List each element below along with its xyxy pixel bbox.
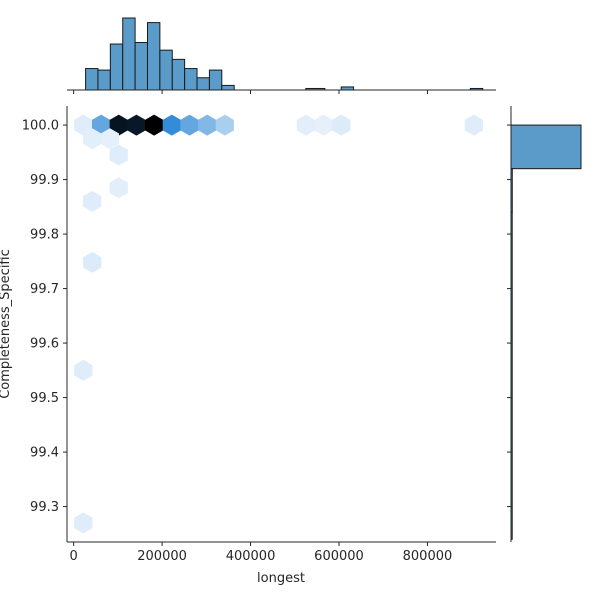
hexbin-0 <box>74 114 93 136</box>
x-axis-label: longest <box>257 571 305 586</box>
hexbin-layer <box>74 114 483 534</box>
x-tick-label-4: 600000 <box>314 549 364 564</box>
y-tick-label-2: 99.8 <box>30 228 59 243</box>
hexbin-10 <box>314 114 333 136</box>
y-axis-label: Completeness_Specific <box>0 249 13 399</box>
y-tick-label-4: 99.6 <box>30 337 59 352</box>
x-hist-bar-2 <box>109 43 124 91</box>
hexbin-15 <box>109 144 128 166</box>
hexbin-17 <box>83 190 102 212</box>
x-tick-label-3: 800000 <box>403 549 453 564</box>
x-tick-label-1: 200000 <box>137 549 187 564</box>
y-tick-label-0: 100.0 <box>22 119 59 134</box>
x-hist-bar-7 <box>171 58 186 91</box>
x-hist-bar-1 <box>97 69 111 91</box>
x-hist-bar-11 <box>221 84 235 91</box>
x-tick-label-2: 400000 <box>226 549 276 564</box>
hexbin-3 <box>127 114 146 136</box>
hexbin-4 <box>145 114 164 136</box>
main-axes: 0 200000 400000 800000 600000 100.0 99.9 99.8 99… <box>22 106 496 564</box>
y-tick-label-6: 99.4 <box>30 446 59 461</box>
y-tick-label-1: 99.9 <box>30 173 59 188</box>
hexbin-11 <box>332 114 351 136</box>
y-tick-label-5: 99.5 <box>30 391 59 406</box>
hexbin-12 <box>464 114 483 136</box>
hexbin-1 <box>91 114 111 136</box>
y-tick-label-7: 99.3 <box>30 500 59 515</box>
hexbin-5 <box>162 114 181 136</box>
hexbin-18 <box>83 251 102 273</box>
x-hist-bar-3 <box>122 17 136 91</box>
x-hist-bar-10 <box>208 69 223 91</box>
x-hist-bar-0 <box>85 68 99 91</box>
x-marginal-histogram <box>67 17 496 94</box>
x-hist-bar-4 <box>134 42 148 91</box>
y-marginal-histogram <box>507 106 582 542</box>
hexbin-9 <box>296 114 315 136</box>
x-tick-label-0: 0 <box>69 549 77 564</box>
x-hist-bar-8 <box>184 68 198 91</box>
x-hist-bar-5 <box>146 22 161 91</box>
hexbin-8 <box>215 114 234 136</box>
x-hist-bar-9 <box>196 77 210 91</box>
x-hist-bar-6 <box>159 49 173 91</box>
y-tick-label-3: 99.7 <box>30 282 59 297</box>
hexbin-6 <box>180 114 199 136</box>
hexbin-16 <box>109 177 128 199</box>
hexbin-13 <box>83 128 102 150</box>
hexbin-20 <box>74 512 93 534</box>
hexbin-7 <box>198 114 217 136</box>
hexbin-19 <box>74 359 93 381</box>
hexbin-2 <box>109 114 128 136</box>
hexbin-14 <box>100 128 119 150</box>
y-hist-bar-0 <box>510 124 582 170</box>
